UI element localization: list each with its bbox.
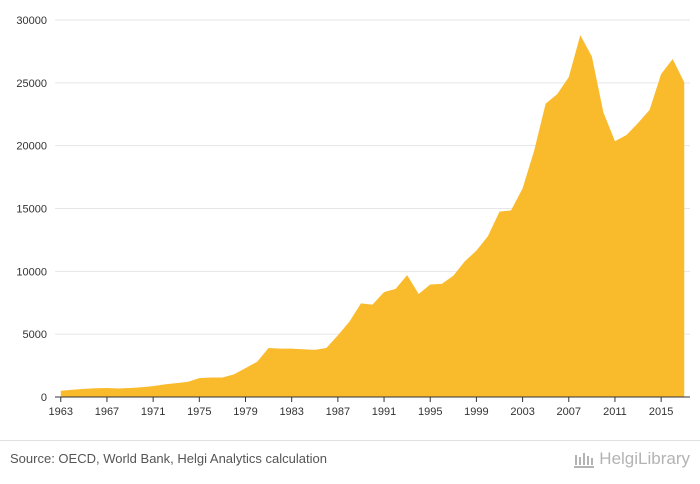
x-axis-labels: 1963 1967 1971 1975 1979 1983 1987 1991 1995 1999…: [49, 397, 673, 418]
y-tick-label: 20000: [16, 141, 47, 153]
x-tick-label: 2003: [510, 406, 534, 418]
x-tick-label: 1979: [233, 406, 257, 418]
x-tick-label: 2007: [557, 406, 581, 418]
x-tick-label: 2011: [603, 406, 627, 418]
y-axis: 0 5000 10000 15000 20000 25000 30000: [16, 15, 47, 404]
x-tick-label: 1983: [279, 406, 303, 418]
x-tick-label: 1999: [464, 406, 488, 418]
helgi-library-logo[interactable]: HelgiLibrary: [573, 449, 690, 469]
x-tick-label: 1967: [95, 406, 119, 418]
y-tick-label: 0: [41, 392, 47, 404]
x-tick-label: 2015: [649, 406, 673, 418]
x-tick-label: 1987: [326, 406, 350, 418]
y-tick-label: 30000: [16, 15, 47, 27]
series-area[interactable]: [60, 35, 685, 397]
library-columns-icon: [574, 453, 595, 468]
x-tick-label: 1975: [187, 406, 211, 418]
plot-area: [60, 35, 685, 397]
y-tick-label: 15000: [16, 204, 47, 216]
y-tick-label: 10000: [16, 266, 47, 278]
x-tick-label: 1963: [49, 406, 73, 418]
chart-footer: Source: OECD, World Bank, Helgi Analytic…: [0, 440, 700, 484]
y-tick-label: 25000: [16, 78, 47, 90]
x-tick-label: 1991: [372, 406, 396, 418]
logo-text: HelgiLibrary: [599, 449, 690, 468]
x-tick-label: 1995: [418, 406, 442, 418]
y-tick-label: 5000: [23, 329, 47, 341]
x-tick-label: 1971: [141, 406, 165, 418]
source-note: Source: OECD, World Bank, Helgi Analytic…: [10, 451, 327, 466]
